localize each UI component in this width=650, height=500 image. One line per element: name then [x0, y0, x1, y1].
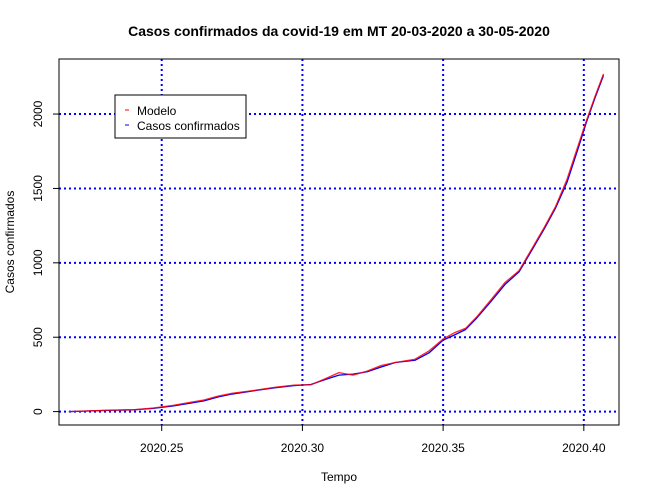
x-tick-label-1: 2020.30 [281, 441, 325, 455]
grid-lines [59, 59, 619, 425]
y-tick-label-2: 1000 [31, 249, 45, 276]
y-tick-label-1: 500 [31, 327, 45, 347]
y-axis: 0 500 1000 1500 2000 [31, 100, 60, 415]
legend-box [114, 94, 247, 139]
y-axis-label: Casos confirmados [3, 191, 17, 294]
series-line-modelo [68, 73, 605, 413]
x-axis-label: Tempo [321, 470, 357, 484]
y-tick-label-3: 1500 [31, 175, 45, 202]
x-tick-label-2: 2020.35 [421, 441, 465, 455]
legend-label-casos: Casos confirmados [137, 119, 240, 133]
series-line-casos-confirmados [68, 75, 605, 413]
x-tick-label-3: 2020.40 [562, 441, 606, 455]
y-tick-label-0: 0 [31, 408, 45, 415]
x-tick-label-0: 2020.25 [140, 441, 184, 455]
legend: Modelo Casos confirmados [114, 94, 247, 139]
chart-title: Casos confirmados da covid-19 em MT 20-0… [128, 23, 550, 39]
legend-label-modelo: Modelo [137, 104, 177, 118]
x-axis: 2020.25 2020.30 2020.35 2020.40 [140, 424, 606, 455]
y-tick-label-4: 2000 [31, 100, 45, 127]
series-lines [68, 73, 605, 413]
